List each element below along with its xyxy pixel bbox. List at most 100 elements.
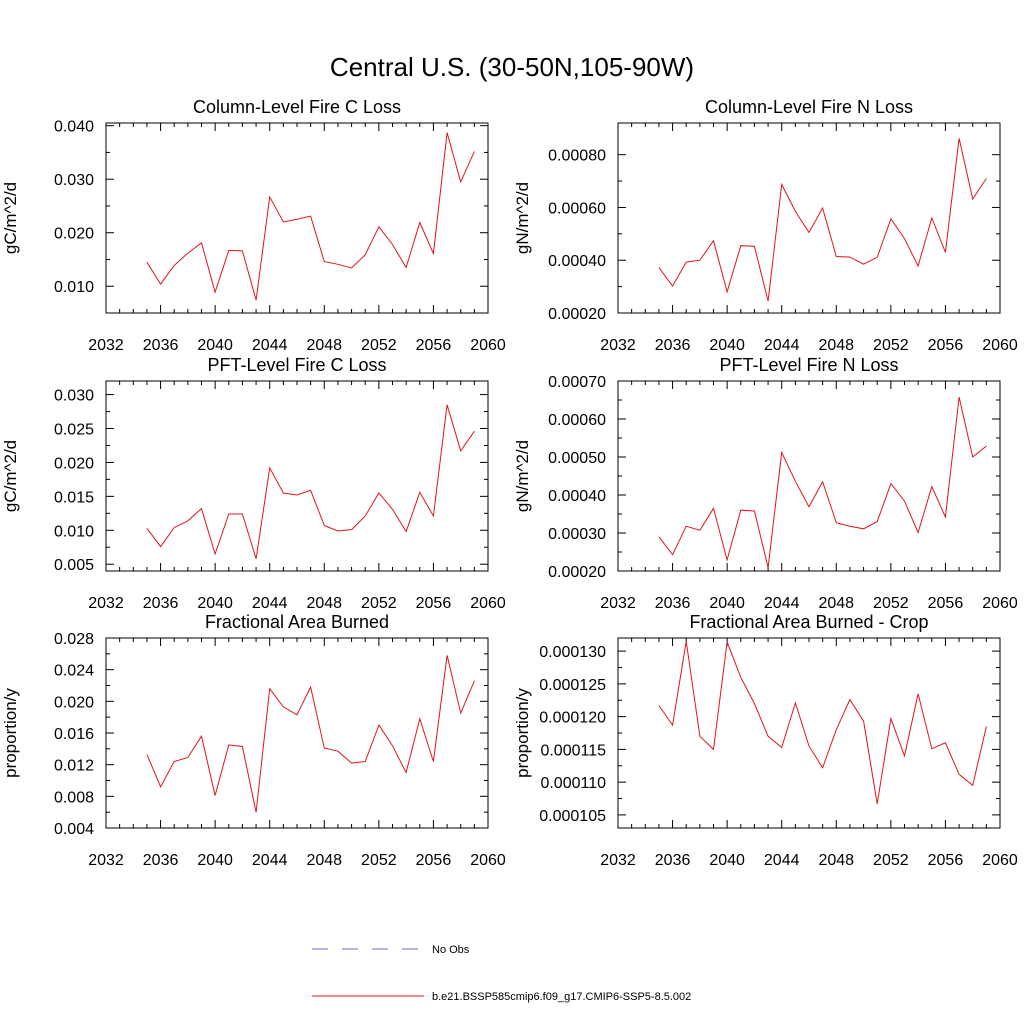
y-tick-label: 0.000110 [540, 775, 606, 792]
panel-title: PFT-Level Fire N Loss [719, 355, 898, 375]
x-tick-label: 2040 [197, 852, 233, 869]
x-tick-label: 2036 [655, 337, 691, 354]
panel-title: Fractional Area Burned [205, 612, 389, 632]
y-tick-label: 0.030 [54, 388, 94, 405]
x-tick-label: 2036 [143, 852, 179, 869]
x-tick-label: 2052 [361, 337, 397, 354]
chart-panel-fractional-area-burned: 2032 2036 2040 2044 2048 2052 2056 2060 0.004 0.0… [1, 612, 506, 869]
x-tick-label: 2032 [88, 337, 124, 354]
y-tick-label: 0.024 [54, 663, 94, 680]
y-axis-label: proportion/y [513, 688, 532, 778]
chart-panel-fractional-area-burned-crop: 2032 2036 2040 2044 2048 2052 2056 2060 0.000105… [513, 612, 1018, 869]
y-tick-label: 0.00060 [548, 200, 606, 217]
y-tick-label: 0.000120 [539, 710, 606, 727]
x-tick-label: 2048 [818, 852, 854, 869]
y-tick-label: 0.000105 [539, 808, 606, 825]
y-axis-label: proportion/y [1, 688, 20, 778]
chart-panel-column-level-fire-n-loss: 2032 2036 2040 2044 2048 2052 2056 2060 0.00020 0… [513, 97, 1018, 354]
panel-title: Fractional Area Burned - Crop [689, 612, 928, 632]
x-tick-label: 2048 [306, 595, 342, 612]
series-line [146, 132, 475, 301]
y-tick-label: 0.00050 [548, 450, 606, 467]
x-tick-label: 2060 [470, 595, 506, 612]
x-tick-label: 2036 [655, 852, 691, 869]
x-tick-label: 2052 [361, 852, 397, 869]
x-tick-label: 2040 [709, 852, 745, 869]
y-tick-label: 0.010 [54, 279, 94, 296]
legend-model-label: b.e21.BSSP585cmip6.f09_g17.CMIP6-SSP5-8.… [432, 991, 691, 1003]
y-tick-label: 0.00040 [548, 488, 606, 505]
x-tick-label: 2040 [197, 337, 233, 354]
x-tick-label: 2056 [928, 595, 964, 612]
y-tick-label: 0.016 [54, 726, 94, 743]
y-tick-label: 0.00070 [548, 374, 606, 391]
y-axis-label: gC/m^2/d [1, 440, 20, 512]
y-tick-label: 0.00030 [548, 526, 606, 543]
series-line [658, 138, 987, 302]
x-tick-label: 2032 [600, 595, 636, 612]
y-axis-label: gN/m^2/d [513, 440, 532, 512]
x-tick-label: 2032 [88, 852, 124, 869]
y-tick-label: 0.012 [54, 758, 94, 775]
chart-panel-pft-level-fire-n-loss: 2032 2036 2040 2044 2048 2052 2056 2060 0.00020 0… [513, 355, 1018, 612]
y-tick-label: 0.000115 [540, 742, 606, 759]
y-tick-label: 0.00020 [548, 306, 606, 323]
x-tick-label: 2040 [197, 595, 233, 612]
y-tick-label: 0.004 [54, 821, 94, 838]
figure-title: Central U.S. (30-50N,105-90W) [330, 52, 694, 82]
y-tick-label: 0.015 [54, 489, 94, 506]
x-tick-label: 2052 [873, 852, 909, 869]
x-tick-label: 2048 [306, 852, 342, 869]
y-tick-label: 0.010 [54, 523, 94, 540]
y-tick-label: 0.008 [54, 789, 94, 806]
x-tick-label: 2060 [982, 852, 1018, 869]
y-tick-label: 0.028 [54, 631, 94, 648]
x-tick-label: 2056 [416, 337, 452, 354]
panel-title: Column-Level Fire C Loss [193, 97, 401, 117]
x-tick-label: 2056 [416, 852, 452, 869]
x-tick-label: 2052 [873, 337, 909, 354]
x-tick-label: 2048 [306, 337, 342, 354]
x-tick-label: 2036 [143, 337, 179, 354]
panel-title: PFT-Level Fire C Loss [207, 355, 386, 375]
x-tick-label: 2044 [764, 852, 800, 869]
series-line [658, 396, 987, 568]
x-tick-label: 2032 [600, 852, 636, 869]
x-tick-label: 2032 [600, 337, 636, 354]
y-tick-label: 0.020 [54, 694, 94, 711]
x-tick-label: 2040 [709, 337, 745, 354]
y-tick-label: 0.000130 [539, 644, 606, 661]
legend: No Obs b.e21.BSSP585cmip6.f09_g17.CMIP6-… [312, 944, 691, 1003]
y-axis-label: gN/m^2/d [513, 182, 532, 254]
y-tick-label: 0.00040 [548, 253, 606, 270]
y-tick-label: 0.000125 [539, 677, 606, 694]
x-tick-label: 2044 [252, 595, 288, 612]
panel-title: Column-Level Fire N Loss [705, 97, 913, 117]
y-tick-label: 0.020 [54, 455, 94, 472]
y-tick-label: 0.040 [54, 119, 94, 136]
x-tick-label: 2056 [928, 852, 964, 869]
x-tick-label: 2060 [470, 852, 506, 869]
y-axis-label: gC/m^2/d [1, 182, 20, 254]
x-tick-label: 2052 [361, 595, 397, 612]
x-tick-label: 2044 [252, 337, 288, 354]
x-tick-label: 2056 [928, 337, 964, 354]
x-tick-label: 2048 [818, 337, 854, 354]
y-tick-label: 0.020 [54, 226, 94, 243]
chart-panels: 2032 2036 2040 2044 2048 2052 2056 2060 0.010 0.0… [1, 97, 1018, 869]
x-tick-label: 2060 [470, 337, 506, 354]
x-tick-label: 2056 [416, 595, 452, 612]
x-tick-label: 2044 [252, 852, 288, 869]
y-tick-label: 0.00080 [548, 148, 606, 165]
chart-panel-column-level-fire-c-loss: 2032 2036 2040 2044 2048 2052 2056 2060 0.010 0.0… [1, 97, 506, 354]
y-tick-label: 0.005 [54, 557, 94, 574]
x-tick-label: 2032 [88, 595, 124, 612]
chart-panel-pft-level-fire-c-loss: 2032 2036 2040 2044 2048 2052 2056 2060 0.005 0.0… [1, 355, 506, 612]
x-tick-label: 2060 [982, 337, 1018, 354]
x-tick-label: 2052 [873, 595, 909, 612]
x-tick-label: 2060 [982, 595, 1018, 612]
legend-obs-label: No Obs [432, 944, 470, 956]
x-tick-label: 2044 [764, 337, 800, 354]
x-tick-label: 2036 [143, 595, 179, 612]
